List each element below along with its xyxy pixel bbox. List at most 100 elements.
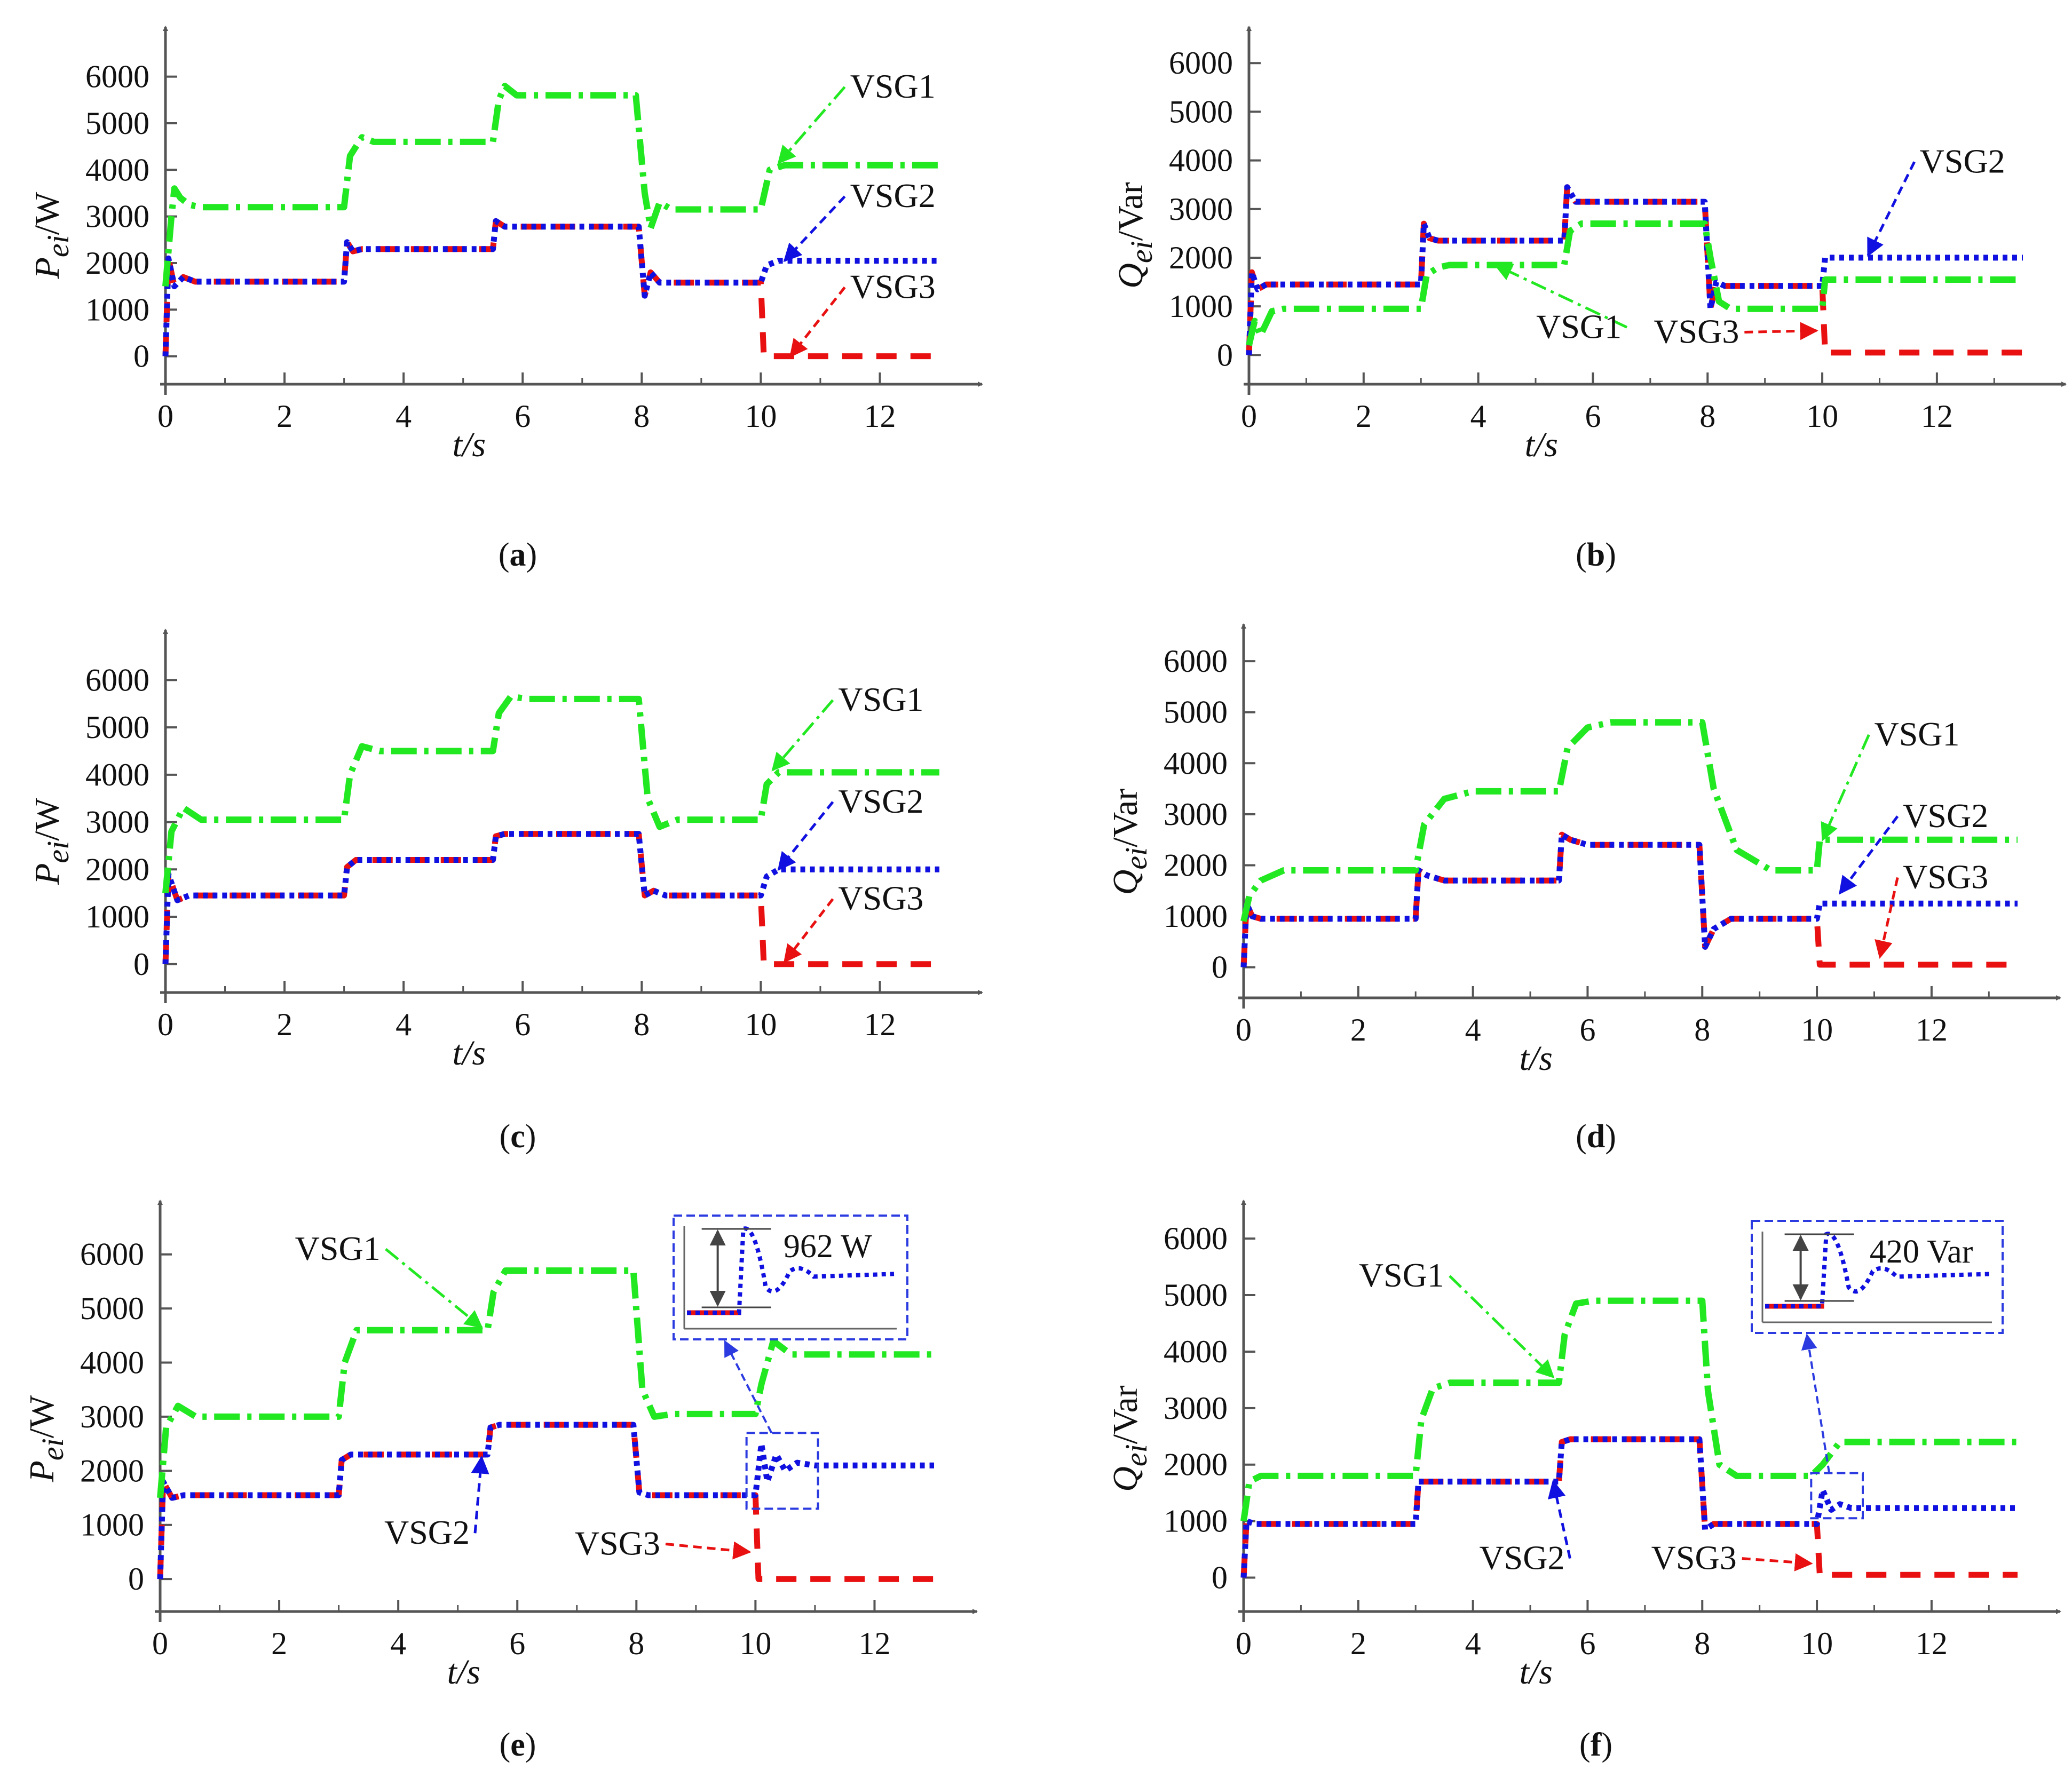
- y-tick-label: 1000: [85, 292, 149, 327]
- y-tick-label: 1000: [85, 899, 149, 934]
- x-tick-label: 6: [509, 1626, 525, 1661]
- x-tick-label: 6: [515, 1007, 531, 1042]
- panel-caption: (b): [1576, 537, 1616, 573]
- y-tick-label: 0: [128, 1561, 144, 1597]
- x-tick-label: 8: [634, 399, 650, 434]
- inset-zoom: 962 W: [673, 1215, 908, 1340]
- x-tick-label: 8: [634, 1007, 650, 1042]
- series-label-vsg3: VSG3: [1651, 1539, 1737, 1577]
- y-axis-unit: /Var: [1106, 1385, 1145, 1444]
- caption-paren-open: (: [500, 1118, 511, 1155]
- label-arrow: [1867, 161, 1916, 257]
- y-axis-subscript: ei: [41, 235, 75, 257]
- y-tick-label: 3000: [1164, 1391, 1228, 1426]
- series-line-vsg2: [1240, 831, 2018, 967]
- series-label-vsg2: VSG2: [384, 1513, 470, 1551]
- label-arrow: [771, 699, 834, 772]
- y-axis-label: Qei/Var: [1106, 1385, 1153, 1492]
- y-axis-label: Qei/Var: [1111, 182, 1159, 289]
- y-tick-label: 5000: [1169, 94, 1233, 129]
- y-tick-label: 2000: [1169, 240, 1233, 275]
- x-axis-label: t/s: [453, 1034, 486, 1073]
- series-label-vsg2: VSG2: [1903, 797, 1988, 835]
- y-tick-label: 3000: [80, 1399, 144, 1434]
- inset-overshoot-label: 962 W: [784, 1228, 872, 1265]
- label-arrow: [777, 86, 846, 164]
- y-axis-symbol: P: [28, 863, 67, 885]
- caption-letter: c: [510, 1118, 525, 1155]
- x-tick-label: 4: [396, 399, 412, 434]
- y-tick-label: 0: [133, 339, 149, 374]
- caption-paren-close: ): [1605, 537, 1616, 573]
- caption-paren-open: (: [499, 537, 510, 573]
- caption-letter: e: [510, 1727, 525, 1763]
- x-axis-label: t/s: [453, 425, 486, 464]
- y-axis-label: Qei/Var: [1106, 789, 1153, 895]
- series-label-vsg2: VSG2: [838, 782, 923, 820]
- series-label-vsg1: VSG1: [850, 67, 936, 105]
- panel-caption: (e): [500, 1727, 536, 1763]
- x-axis-label: t/s: [447, 1653, 480, 1692]
- series-label-vsg1: VSG1: [838, 680, 923, 718]
- caption-paren-close: ): [1601, 1727, 1612, 1763]
- x-tick-label: 12: [1916, 1626, 1948, 1661]
- series-label-vsg3: VSG3: [575, 1525, 660, 1562]
- y-tick-label: 2000: [1164, 847, 1228, 883]
- series-line-vsg2: [1246, 184, 2023, 355]
- x-tick-label: 12: [1916, 1012, 1948, 1047]
- y-tick-label: 0: [133, 947, 149, 982]
- y-axis-subscript: ei: [35, 1438, 70, 1460]
- caption-paren-open: (: [500, 1727, 511, 1763]
- label-arrow: [777, 801, 834, 871]
- caption-paren-close: ): [1605, 1118, 1616, 1155]
- y-tick-label: 6000: [1164, 644, 1228, 679]
- x-tick-label: 12: [864, 1007, 896, 1042]
- y-tick-label: 0: [1212, 950, 1228, 985]
- label-arrow: [1742, 1553, 1813, 1571]
- zoom-pointer: [724, 1340, 773, 1434]
- x-tick-label: 4: [396, 1007, 412, 1042]
- x-tick-label: 8: [1699, 399, 1715, 434]
- series-line-vsg3: [157, 1422, 934, 1582]
- series-label-vsg3: VSG3: [1903, 858, 1988, 895]
- x-tick-label: 2: [1356, 399, 1372, 434]
- x-tick-label: 6: [1579, 1012, 1595, 1047]
- series-label-vsg1: VSG1: [1536, 307, 1622, 345]
- series-line-vsg1: [1240, 1297, 2018, 1522]
- x-axis-label: t/s: [1525, 425, 1558, 464]
- y-tick-label: 2000: [85, 245, 149, 281]
- y-axis-symbol: Q: [1111, 263, 1150, 289]
- label-arrow: [1821, 734, 1870, 842]
- y-tick-label: 5000: [80, 1291, 144, 1326]
- series-label-vsg2: VSG2: [1479, 1539, 1564, 1577]
- x-tick-label: 8: [628, 1626, 644, 1661]
- series-label-vsg3: VSG3: [1654, 313, 1739, 351]
- label-arrow: [1449, 1275, 1555, 1378]
- x-tick-label: 4: [1465, 1012, 1481, 1047]
- y-axis-label: Pei/W: [28, 192, 75, 280]
- x-tick-label: 8: [1694, 1626, 1710, 1661]
- series-label-vsg1: VSG1: [295, 1229, 381, 1267]
- label-arrow: [665, 1541, 752, 1560]
- series-line-vsg3: [162, 218, 939, 360]
- y-axis-unit: /W: [28, 192, 67, 235]
- x-tick-label: 2: [1350, 1012, 1366, 1047]
- y-tick-label: 1000: [1164, 899, 1228, 934]
- caption-letter: f: [1591, 1727, 1602, 1763]
- series-line-vsg2: [162, 218, 939, 356]
- panel-f: 0 2 4 6 8 10 12 0 1000 2000 3000 4000 5000 6000 t/s Qei…: [1106, 1200, 2061, 1763]
- y-tick-label: 6000: [1169, 45, 1233, 81]
- series-line-vsg2: [162, 831, 939, 964]
- series-label-vsg1: VSG1: [1359, 1256, 1444, 1294]
- x-tick-label: 4: [1465, 1626, 1481, 1661]
- caption-paren-open: (: [1579, 1727, 1591, 1763]
- y-tick-label: 3000: [85, 199, 149, 234]
- panel-caption: (a): [499, 537, 537, 573]
- panel-b: 0 2 4 6 8 10 12 0 1000 2000 3000 4000 5000 6000 t/s Qei…: [1111, 26, 2067, 573]
- label-arrow: [1838, 815, 1899, 895]
- y-tick-label: 2000: [80, 1453, 144, 1488]
- x-tick-label: 0: [157, 1007, 173, 1042]
- series-line-vsg3: [1240, 1436, 2018, 1578]
- x-tick-label: 10: [1801, 1012, 1833, 1047]
